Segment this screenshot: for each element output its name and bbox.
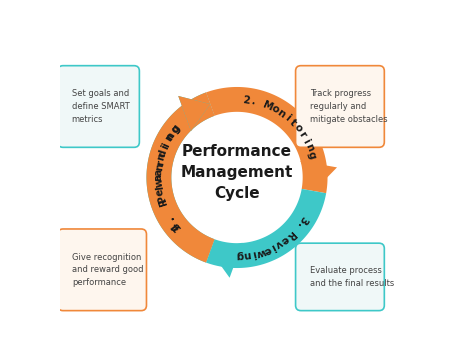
Text: d: d [156, 149, 168, 159]
Text: 2: 2 [242, 94, 251, 105]
Text: Evaluate process
and the final results: Evaluate process and the final results [310, 266, 394, 288]
Text: v: v [273, 237, 284, 250]
Text: l: l [155, 186, 165, 190]
FancyBboxPatch shape [58, 66, 139, 147]
Text: i: i [269, 241, 277, 252]
Text: Give recognition
and reward good
performance: Give recognition and reward good perform… [73, 253, 144, 287]
Text: i: i [160, 143, 171, 151]
Text: 4: 4 [170, 220, 182, 232]
Text: R: R [283, 229, 296, 241]
Polygon shape [178, 96, 210, 131]
Circle shape [173, 114, 301, 241]
Text: r: r [155, 160, 165, 167]
Text: n: n [156, 152, 167, 162]
Polygon shape [301, 161, 337, 191]
Text: e: e [262, 244, 272, 256]
Text: n: n [243, 250, 252, 260]
Text: .: . [164, 213, 175, 222]
FancyBboxPatch shape [296, 243, 384, 311]
Text: n: n [303, 142, 315, 153]
Text: w: w [154, 177, 164, 187]
Polygon shape [146, 92, 215, 263]
Text: g: g [170, 123, 182, 135]
Text: Performance
Management
Cycle: Performance Management Cycle [181, 144, 293, 201]
Text: .: . [165, 214, 176, 223]
Text: 3: 3 [297, 214, 309, 225]
Text: t: t [287, 118, 298, 128]
Text: n: n [275, 107, 287, 119]
Text: g: g [237, 250, 245, 261]
Polygon shape [210, 243, 242, 278]
Text: a: a [154, 169, 164, 176]
Text: o: o [292, 122, 304, 134]
Text: g: g [170, 123, 182, 135]
Text: Track progress
regularly and
mitigate obstacles: Track progress regularly and mitigate ob… [310, 89, 388, 124]
Text: e: e [155, 187, 166, 196]
Text: e: e [279, 233, 291, 246]
Text: n: n [164, 132, 176, 143]
Text: i: i [251, 248, 257, 259]
Text: .: . [251, 96, 257, 106]
Text: M: M [261, 99, 275, 113]
Text: i: i [283, 113, 292, 123]
Text: n: n [164, 131, 177, 142]
Text: .: . [294, 220, 304, 230]
Polygon shape [178, 96, 210, 131]
Text: P: P [156, 193, 167, 203]
Polygon shape [146, 92, 215, 263]
Text: 1: 1 [170, 220, 182, 232]
Polygon shape [206, 189, 326, 268]
Polygon shape [206, 87, 328, 193]
Text: Set goals and
define SMART
metrics: Set goals and define SMART metrics [72, 89, 129, 124]
Text: w: w [255, 246, 266, 258]
Text: a: a [154, 174, 164, 181]
Text: n: n [154, 163, 165, 171]
Text: r: r [297, 130, 308, 139]
Text: g: g [306, 149, 318, 160]
Text: i: i [161, 141, 171, 149]
FancyBboxPatch shape [58, 229, 146, 311]
FancyBboxPatch shape [296, 66, 384, 147]
Text: i: i [301, 137, 311, 145]
Text: o: o [269, 103, 281, 115]
Text: R: R [156, 196, 168, 206]
